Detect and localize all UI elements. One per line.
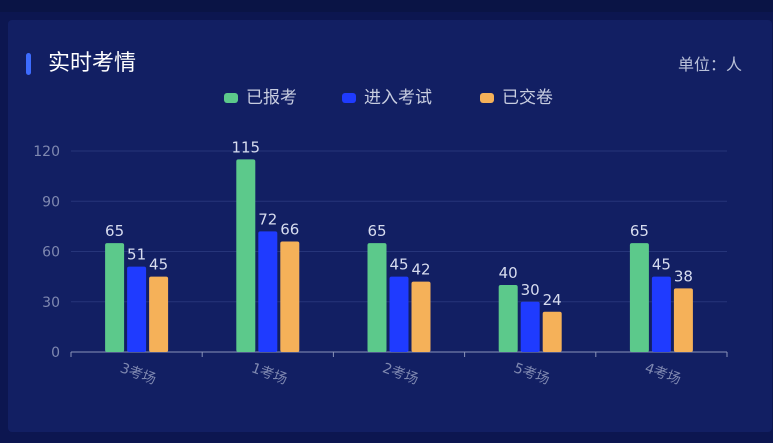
legend-item-submitted[interactable]: 已交卷 xyxy=(480,86,553,110)
bar xyxy=(542,311,562,352)
bar xyxy=(105,243,125,352)
legend-item-registered[interactable]: 已报考 xyxy=(224,86,297,110)
chart-legend: 已报考 进入考试 已交卷 xyxy=(0,86,773,110)
bar-value-label: 65 xyxy=(367,222,386,240)
bar-value-label: 45 xyxy=(149,256,168,274)
chart-panel xyxy=(8,20,772,432)
legend-swatch-registered xyxy=(224,93,238,103)
bar-value-label: 45 xyxy=(389,256,408,274)
bar xyxy=(629,243,649,352)
bar-value-label: 65 xyxy=(630,222,649,240)
bar-value-label: 72 xyxy=(258,210,277,228)
x-tick-label: 3考场 xyxy=(118,360,158,388)
bar-value-label: 30 xyxy=(521,281,540,299)
y-tick-label: 60 xyxy=(42,245,60,261)
bar xyxy=(149,276,169,352)
bar xyxy=(651,276,671,352)
bar-value-label: 40 xyxy=(499,264,518,282)
bar-value-label: 45 xyxy=(652,256,671,274)
legend-label-registered: 已报考 xyxy=(246,88,297,108)
bar xyxy=(236,159,256,352)
legend-swatch-submitted xyxy=(480,93,494,103)
top-strip xyxy=(0,0,773,12)
bar xyxy=(411,281,431,352)
bar-value-label: 24 xyxy=(543,291,562,309)
bar xyxy=(280,241,300,352)
y-tick-label: 120 xyxy=(33,144,60,160)
y-tick-label: 30 xyxy=(42,295,60,311)
x-tick-label: 5考场 xyxy=(511,360,551,388)
bar xyxy=(389,276,409,352)
x-tick-label: 4考场 xyxy=(643,360,683,388)
y-tick-label: 90 xyxy=(42,194,60,210)
title-accent-bar xyxy=(26,53,31,75)
legend-label-entered: 进入考试 xyxy=(364,88,432,108)
bar-value-label: 38 xyxy=(674,267,693,285)
unit-label: 单位：人 xyxy=(677,55,742,74)
bar-value-label: 51 xyxy=(127,246,146,264)
bar-value-label: 65 xyxy=(105,222,124,240)
x-tick-label: 2考场 xyxy=(380,360,420,388)
panel-title: 实时考情 xyxy=(48,51,137,76)
legend-label-submitted: 已交卷 xyxy=(502,88,553,108)
bar xyxy=(258,231,278,352)
bar xyxy=(673,288,693,352)
legend-swatch-entered xyxy=(342,93,356,103)
bar-value-label: 66 xyxy=(280,220,299,238)
bar xyxy=(498,285,518,352)
y-tick-label: 0 xyxy=(51,345,60,361)
bar-value-label: 115 xyxy=(231,138,260,156)
bar-value-label: 42 xyxy=(411,261,430,279)
bar xyxy=(520,301,540,352)
bar xyxy=(367,243,387,352)
legend-item-entered[interactable]: 进入考试 xyxy=(342,86,432,110)
bar xyxy=(127,266,147,352)
x-tick-label: 1考场 xyxy=(249,360,289,388)
